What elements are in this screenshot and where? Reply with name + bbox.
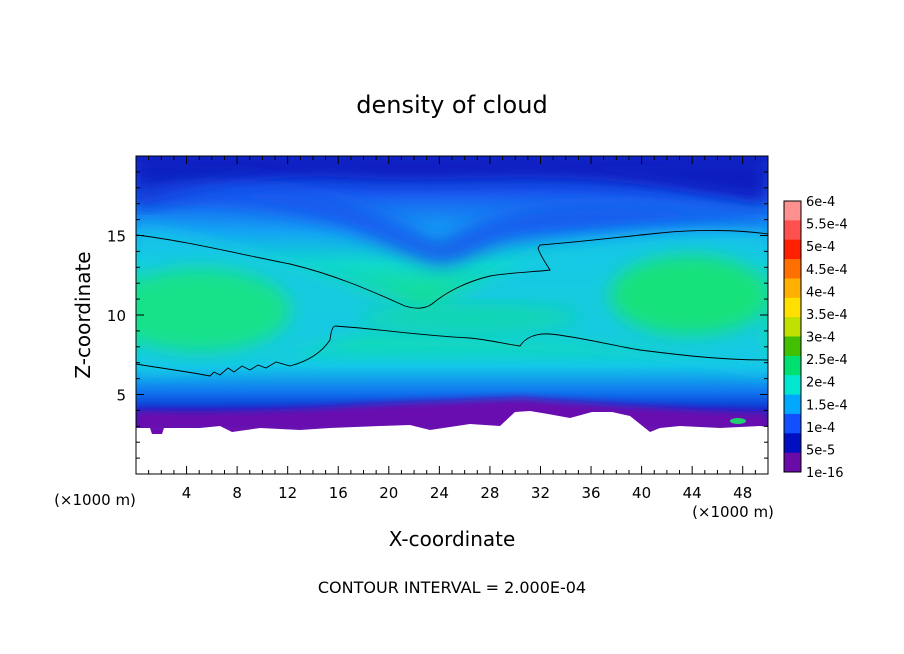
colorbar-swatch	[784, 394, 801, 415]
colorbar-label: 5.5e-4	[806, 218, 848, 233]
y-axis-label: Z-coordinate	[71, 251, 95, 378]
colorbar-swatch	[784, 297, 801, 318]
colorbar-label: 5e-4	[806, 240, 835, 255]
x-tick-label: 4	[182, 484, 192, 502]
colorbar-swatch	[784, 317, 801, 337]
colorbar-swatch	[784, 259, 801, 279]
contour-line-upper	[136, 230, 768, 309]
x-tick-label: 8	[232, 484, 242, 502]
colorbar-label: 2.5e-4	[806, 353, 848, 368]
x-tick-label: 24	[430, 484, 449, 502]
colorbar-swatch	[784, 433, 801, 454]
x-tick-label: 36	[581, 484, 600, 502]
x-tick-label: 12	[278, 484, 297, 502]
colorbar-label: 5e-5	[806, 443, 835, 458]
x-tick-label: 16	[329, 484, 348, 502]
y-axis-unit: (×1000 m)	[54, 491, 136, 509]
x-tick-label: 48	[733, 484, 752, 502]
colorbar-swatch	[784, 375, 801, 396]
colorbar: 6e-4 5.5e-4 5e-4 4.5e-4 4e-4 3.5e-4 3e-4 2.5e-4…	[783, 195, 848, 481]
colorbar-label: 6e-4	[806, 195, 835, 210]
colorbar-swatch	[784, 278, 801, 299]
colorbar-swatch	[784, 239, 801, 260]
x-tick-label: 44	[683, 484, 702, 502]
colorbar-swatch	[784, 355, 801, 376]
field-empty-region	[136, 411, 768, 474]
x-axis-label: X-coordinate	[389, 527, 516, 551]
y-axis: 5 10 15	[107, 171, 768, 459]
y-tick-label: 15	[107, 228, 126, 246]
x-axis: 4 8 12 16 20 24 28 32 36 40 44 48	[148, 156, 756, 502]
colorbar-label: 1.5e-4	[806, 398, 848, 413]
x-tick-label: 28	[480, 484, 499, 502]
field-green-left	[136, 268, 290, 352]
field-diagonal-band	[136, 184, 768, 265]
colorbar-frame	[783, 200, 802, 473]
y-tick-label: 10	[107, 307, 126, 325]
colorbar-label: 1e-16	[806, 466, 844, 481]
colorbar-swatch	[784, 201, 801, 221]
colorbar-label: 1e-4	[806, 421, 835, 436]
contour-interval-note: CONTOUR INTERVAL = 2.000E-04	[318, 578, 586, 597]
field-green-center	[360, 304, 580, 332]
x-tick-label: 20	[379, 484, 398, 502]
colorbar-swatch	[784, 452, 801, 473]
colorbar-swatch	[784, 336, 801, 357]
heatmap-field	[136, 156, 768, 474]
chart-title: density of cloud	[356, 91, 547, 119]
colorbar-label: 4e-4	[806, 285, 835, 300]
colorbar-label: 3e-4	[806, 331, 835, 346]
colorbar-swatch	[784, 220, 801, 241]
x-tick-label: 40	[632, 484, 651, 502]
field-top-band	[136, 156, 768, 205]
colorbar-label: 4.5e-4	[806, 263, 848, 278]
colorbar-swatch	[784, 413, 801, 434]
x-tick-label: 32	[531, 484, 550, 502]
field-green-right	[610, 255, 768, 335]
y-tick-label: 5	[116, 387, 126, 405]
field-small-spot	[730, 418, 746, 424]
x-axis-unit: (×1000 m)	[692, 503, 774, 521]
contour-line-lower	[136, 325, 768, 377]
colorbar-label: 2e-4	[806, 376, 835, 391]
colorbar-label: 3.5e-4	[806, 308, 848, 323]
